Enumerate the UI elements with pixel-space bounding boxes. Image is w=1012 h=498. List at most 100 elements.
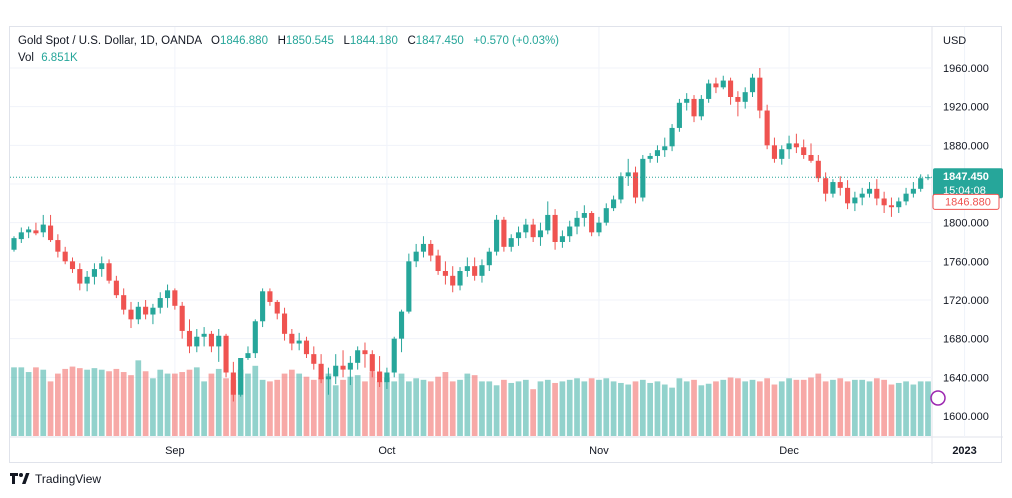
candle-body [845,187,851,204]
y-tick-label: 1640.000 [943,372,989,384]
candle-body [18,232,24,240]
volume-bar [274,379,281,436]
x-tick-label: Dec [779,445,799,457]
candle-body [135,306,141,320]
volume-bar [735,378,741,436]
volume-bar [128,375,134,436]
candle-body [333,365,339,377]
volume-bar [676,378,683,436]
volume-bar [566,379,573,436]
candle-body [515,232,522,239]
volume-bar [11,367,17,436]
time-axis[interactable]: SepOctNovDec2023FebMar [165,445,1003,457]
volume-bar [449,381,456,436]
volume-bar [106,371,112,436]
candle-body [99,263,105,270]
volume-bar [800,379,807,436]
volume-bar [808,377,814,436]
volume-bar [215,368,222,436]
volume-bar [230,379,237,436]
brand-name: TradingView [35,472,102,486]
volume-bar [135,360,142,436]
candle-body [172,290,178,306]
currency-label[interactable]: USD [943,35,967,47]
candle-body [464,266,470,271]
volume-bar [391,381,398,436]
volume-bar [647,382,653,436]
volume-bar [786,378,792,436]
candle-body [377,371,383,383]
last-price-tag [933,168,1003,199]
symbol-legend: Gold Spot / U.S. Dollar, 1D, OANDA O1846… [18,35,559,47]
volume-bar [501,379,507,436]
candle-body [735,97,741,102]
volume-bar [727,377,734,436]
volume-bar [157,369,164,436]
candle-body [143,306,149,315]
candle-body [581,213,587,218]
volume-bar [603,378,610,436]
open-price-label: 1846.880 [945,196,991,208]
candle-body [589,213,595,233]
candle-body [289,333,295,344]
volume-bar [369,372,376,436]
volume-bar [610,381,617,436]
y-tick-label: 1920.000 [943,102,989,114]
candle-body [793,143,799,148]
tradingview-logo[interactable]: TradingView [10,472,101,486]
volume-bar [40,369,47,436]
candle-body [815,160,821,179]
candle-body [837,182,843,188]
y-tick-label: 1720.000 [943,295,989,307]
candle-body [618,176,624,200]
volume-bar [537,381,544,436]
volume-bar [310,379,317,436]
volume-bar [325,373,332,436]
volume-bar [142,371,149,436]
volume-bar [76,368,83,436]
volume-bar [764,378,770,436]
candle-body [391,338,397,373]
candle-body [325,376,331,380]
price-axis[interactable]: 1600.000 1640.000 1680.000 1720.000 1760.000… [943,63,989,423]
x-tick-label: Oct [378,445,395,457]
volume-bar [405,381,412,436]
candle-body [698,98,704,117]
volume-bar [84,369,90,436]
volume-bar [530,389,537,436]
high-label: H [277,35,286,47]
candle-body [106,263,112,281]
candle-body [508,238,514,247]
volume-bar [581,381,588,436]
y-tick-label: 1680.000 [943,334,989,346]
volume-bar [413,378,420,436]
event-marker-icon[interactable] [930,390,946,406]
candle-body [632,172,639,198]
candle-body [494,219,500,252]
price-chart[interactable]: 1600.000 1640.000 1680.000 1720.000 1760.000… [10,27,1003,464]
candle-body [486,251,492,266]
volume-bar [888,384,895,436]
y-tick-label: 1600.000 [943,411,989,423]
volume-bar [596,379,602,436]
x-tick-label: 2023 [952,445,976,457]
volume-bar [296,373,303,436]
volume-bar [574,378,580,436]
volume-bar [683,381,690,436]
candle-body [779,149,785,159]
candle-body [771,145,778,159]
open-label: O [211,35,220,47]
candle-body [48,225,54,241]
volume-bar [376,381,383,436]
symbol-title: Gold Spot / U.S. Dollar, 1D, OANDA [18,35,202,47]
volume-bar [661,384,668,436]
volume-bar [164,373,171,436]
candle-body [398,311,405,339]
volume-bar [705,383,712,436]
candle-body [625,172,631,177]
candle-body [684,98,690,103]
volume-bar [895,382,902,436]
volume-bar [193,367,200,436]
volume-bar [91,368,98,436]
volume-bar [435,376,441,436]
